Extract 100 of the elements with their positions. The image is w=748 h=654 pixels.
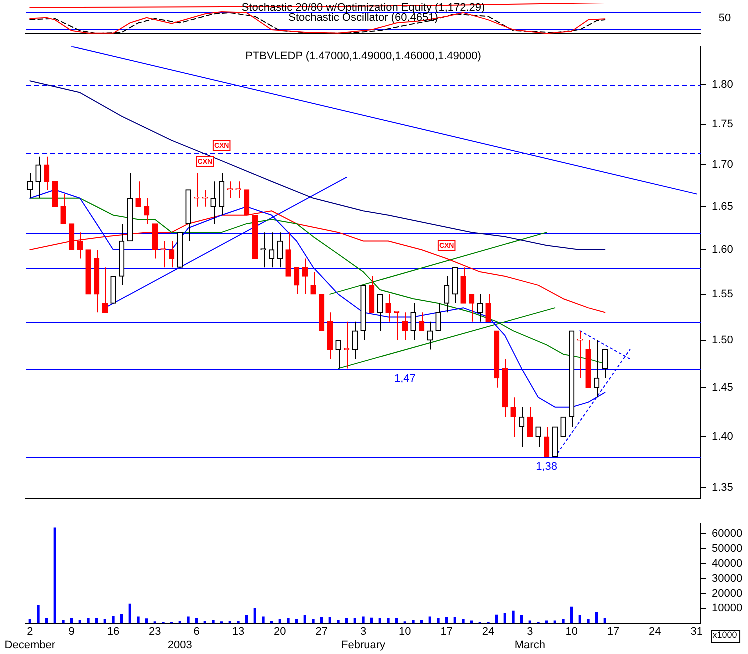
candlestick [219, 172, 225, 216]
x-tick-label: 2 December [4, 626, 56, 652]
candlestick [77, 232, 83, 260]
bar [228, 621, 232, 624]
candlestick [44, 156, 50, 190]
bar [596, 612, 598, 624]
candlestick [27, 172, 33, 199]
x-tick-label: 27 [316, 626, 328, 638]
bar [296, 620, 298, 624]
candlestick [336, 340, 342, 370]
ref-line-label: 1,38 [536, 461, 558, 474]
y-tick-label: 1.70 [712, 159, 734, 172]
bar [304, 615, 306, 624]
bar [504, 613, 506, 624]
x-tick-label: 13 [232, 626, 245, 638]
bar [520, 615, 524, 624]
y-tick-label: 1.65 [712, 200, 734, 213]
bar [446, 617, 448, 624]
x-tick-label: 17 [607, 626, 620, 638]
candlestick [510, 397, 516, 438]
y-tick-label: 30000 [712, 572, 743, 585]
bar [578, 615, 582, 624]
candlestick [402, 312, 408, 341]
bar [87, 618, 90, 624]
candlestick [419, 312, 425, 332]
ref-line-label: 1,47 [394, 373, 416, 386]
text: x1000 [712, 630, 738, 640]
candlestick [602, 349, 608, 379]
bar [28, 620, 32, 624]
candlestick [269, 232, 275, 268]
x-tick-label: 9 [68, 626, 75, 638]
bar [412, 620, 415, 624]
bar [312, 620, 315, 624]
y-tick-label: 20000 [712, 588, 743, 600]
bar [528, 620, 532, 624]
x-tick-label: 3 February [341, 626, 386, 652]
bar [137, 616, 140, 624]
bar [187, 616, 190, 624]
bar [278, 620, 282, 624]
text: 50 [718, 12, 732, 25]
candlestick [544, 426, 550, 458]
chart-title: PTBVLEDP (1.47000,1.49000,1.46000,1.49000) [246, 50, 482, 63]
x-tick-label: 10 [399, 626, 412, 638]
candlestick [436, 303, 442, 332]
x-tick-label: 20 [274, 626, 286, 638]
bar [320, 617, 324, 624]
bar [428, 616, 432, 624]
candlestick [169, 240, 175, 268]
candlestick [477, 294, 483, 322]
y-tick-label: 40000 [712, 558, 743, 570]
bar [128, 604, 132, 624]
x-tick-label: 17 [440, 626, 453, 638]
bar [496, 614, 498, 624]
bar [570, 606, 574, 624]
candlestick [536, 426, 542, 448]
candlestick [310, 272, 316, 295]
y-tick-label: 1.60 [712, 244, 734, 256]
candlestick [277, 232, 283, 268]
bar [204, 621, 206, 624]
y-tick-label: 10000 [712, 602, 743, 615]
candlestick [102, 267, 108, 314]
candlestick [427, 321, 433, 350]
candlestick [560, 416, 566, 438]
bar [237, 621, 240, 624]
x-tick-label: 6 [194, 626, 200, 638]
candlestick [160, 240, 166, 268]
bar [212, 620, 215, 624]
bar [262, 616, 265, 624]
candlestick [410, 303, 416, 341]
bar [37, 605, 40, 624]
bar [387, 618, 390, 624]
x-tick-label: 23 [149, 626, 162, 638]
y-tick-label: 60000 [712, 528, 743, 540]
bar [120, 614, 124, 624]
bar [270, 621, 274, 624]
candlestick [260, 232, 266, 268]
candlestick [136, 181, 142, 208]
bar [562, 620, 565, 624]
candlestick [386, 294, 392, 322]
candlestick [236, 181, 242, 199]
y-tick-label: 1.75 [712, 118, 734, 130]
candlestick [36, 156, 42, 199]
bar [246, 615, 248, 624]
bar [362, 616, 365, 624]
candlestick [352, 321, 358, 360]
y-tick-label: 1.55 [712, 288, 734, 300]
bar [370, 618, 374, 624]
candlestick [210, 181, 216, 224]
x-tick-label: 10 [566, 626, 578, 638]
x-tick-label: 16 [107, 626, 120, 638]
y-tick-label: 1.40 [712, 431, 734, 444]
x-tick-label: 3 March [514, 626, 546, 652]
y-tick-label: 1.45 [712, 382, 734, 394]
candlestick [486, 294, 492, 322]
bar [146, 618, 148, 624]
bar [337, 620, 340, 624]
x-tick-label: 24 [649, 626, 662, 638]
bar [328, 617, 332, 624]
bar [470, 620, 474, 624]
text: Stochastic Oscillator (60.4651) [288, 12, 438, 24]
